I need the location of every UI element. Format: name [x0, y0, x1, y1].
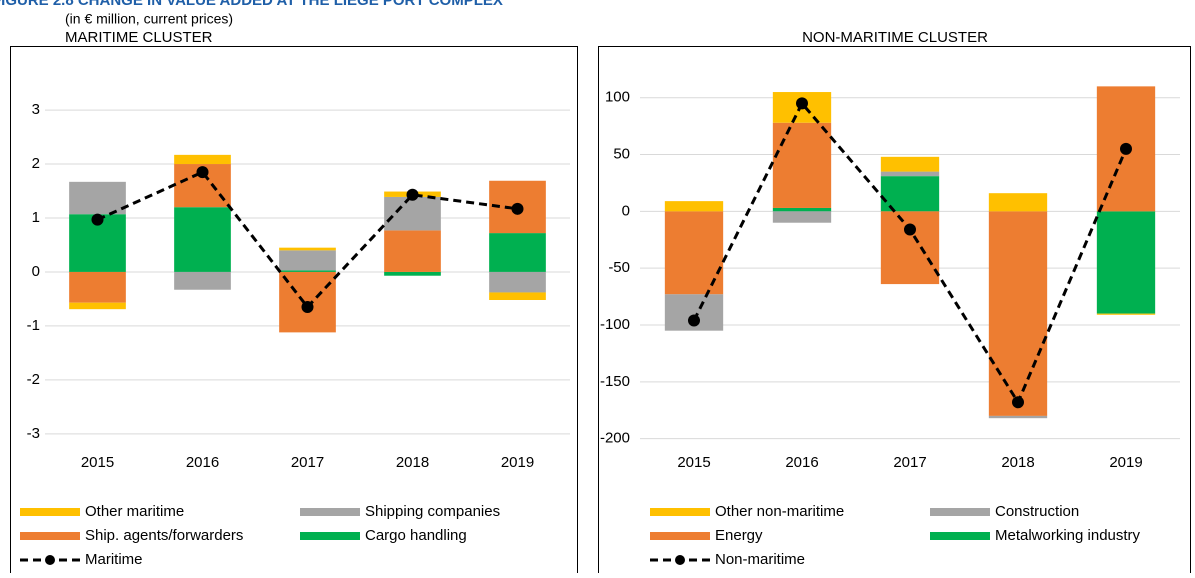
bar-segment [279, 270, 336, 272]
bar-segment [174, 154, 231, 165]
y-tick-label: 100 [605, 89, 630, 106]
legend-label: Non-maritime [715, 551, 805, 568]
x-tick-label: 2019 [501, 454, 534, 471]
bar-segment [772, 122, 832, 208]
x-tick-label: 2017 [893, 454, 926, 471]
line-marker [904, 223, 916, 236]
y-tick-label: -150 [600, 373, 630, 390]
y-tick-label: -200 [600, 430, 630, 447]
legend-swatch [930, 508, 990, 516]
y-tick-label: 0 [32, 263, 40, 280]
line-marker [406, 188, 419, 201]
legend-label: Other maritime [85, 503, 184, 520]
panel-title: NON-MARITIME CLUSTER [802, 29, 988, 46]
bar-segment [279, 250, 336, 271]
bar-segment [489, 292, 546, 300]
bar-segment [489, 271, 546, 293]
x-tick-label: 2016 [186, 454, 219, 471]
bar-segment [174, 271, 231, 290]
x-tick-label: 2015 [677, 454, 710, 471]
legend-swatch [650, 532, 710, 540]
bar-segment [772, 211, 832, 223]
line-marker [688, 314, 700, 327]
legend-label: Shipping companies [365, 503, 500, 520]
x-tick-label: 2019 [1109, 454, 1142, 471]
legend-label: Maritime [85, 551, 143, 568]
bar-segment [1096, 313, 1156, 315]
legend-swatch [930, 532, 990, 540]
y-tick-label: -1 [27, 317, 40, 334]
line-marker [1012, 396, 1024, 409]
bar-segment [279, 247, 336, 251]
line-marker [196, 166, 209, 179]
line-marker [91, 213, 104, 226]
legend-swatch [20, 532, 80, 540]
x-tick-label: 2016 [785, 454, 818, 471]
bar-segment [69, 302, 126, 310]
line-marker [511, 202, 524, 215]
x-tick-label: 2017 [291, 454, 324, 471]
legend-label: Ship. agents/forwarders [85, 527, 243, 544]
bar-segment [772, 207, 832, 212]
bar-segment [880, 211, 940, 285]
bar-segment [69, 181, 126, 215]
legend-swatch [300, 508, 360, 516]
line-marker [1120, 142, 1132, 155]
bar-segment [384, 271, 441, 276]
bar-segment [988, 193, 1048, 212]
x-tick-label: 2018 [396, 454, 429, 471]
y-tick-label: -2 [27, 371, 40, 388]
bar-segment [384, 230, 441, 272]
bar-segment [988, 211, 1048, 416]
line-marker [796, 97, 808, 110]
legend-marker [45, 555, 55, 565]
legend-label: Construction [995, 503, 1079, 520]
bar-segment [384, 196, 441, 231]
legend-label: Cargo handling [365, 527, 467, 544]
legend-swatch [650, 508, 710, 516]
y-tick-label: -50 [608, 259, 630, 276]
y-tick-label: 50 [613, 146, 630, 163]
bar-segment [988, 415, 1048, 419]
y-tick-label: 3 [32, 101, 40, 118]
bar-segment [489, 233, 546, 272]
panel-title: MARITIME CLUSTER [65, 29, 213, 46]
subtitle: (in € million, current prices) [65, 11, 233, 27]
line-marker [301, 301, 314, 314]
panel-frame [10, 46, 578, 578]
legend-label: Energy [715, 527, 763, 544]
panel-frame [598, 46, 1191, 578]
y-tick-label: -3 [27, 425, 40, 442]
bar-segment [880, 171, 940, 177]
x-tick-label: 2015 [81, 454, 114, 471]
legend-marker [675, 555, 685, 565]
legend-label: Metalworking industry [995, 527, 1141, 544]
x-tick-label: 2018 [1001, 454, 1034, 471]
figure-title: FIGURE 2.8 CHANGE IN VALUE ADDED AT THE … [0, 0, 503, 9]
bar-segment [880, 156, 940, 172]
bar-segment [69, 271, 126, 303]
bar-segment [1096, 211, 1156, 314]
y-tick-label: 2 [32, 155, 40, 172]
bar-segment [174, 207, 231, 272]
y-tick-label: -100 [600, 316, 630, 333]
legend-swatch [20, 508, 80, 516]
legend-swatch [300, 532, 360, 540]
y-tick-label: 1 [32, 209, 40, 226]
bar-segment [664, 201, 724, 212]
y-tick-label: 0 [622, 202, 630, 219]
legend-label: Other non-maritime [715, 503, 844, 520]
